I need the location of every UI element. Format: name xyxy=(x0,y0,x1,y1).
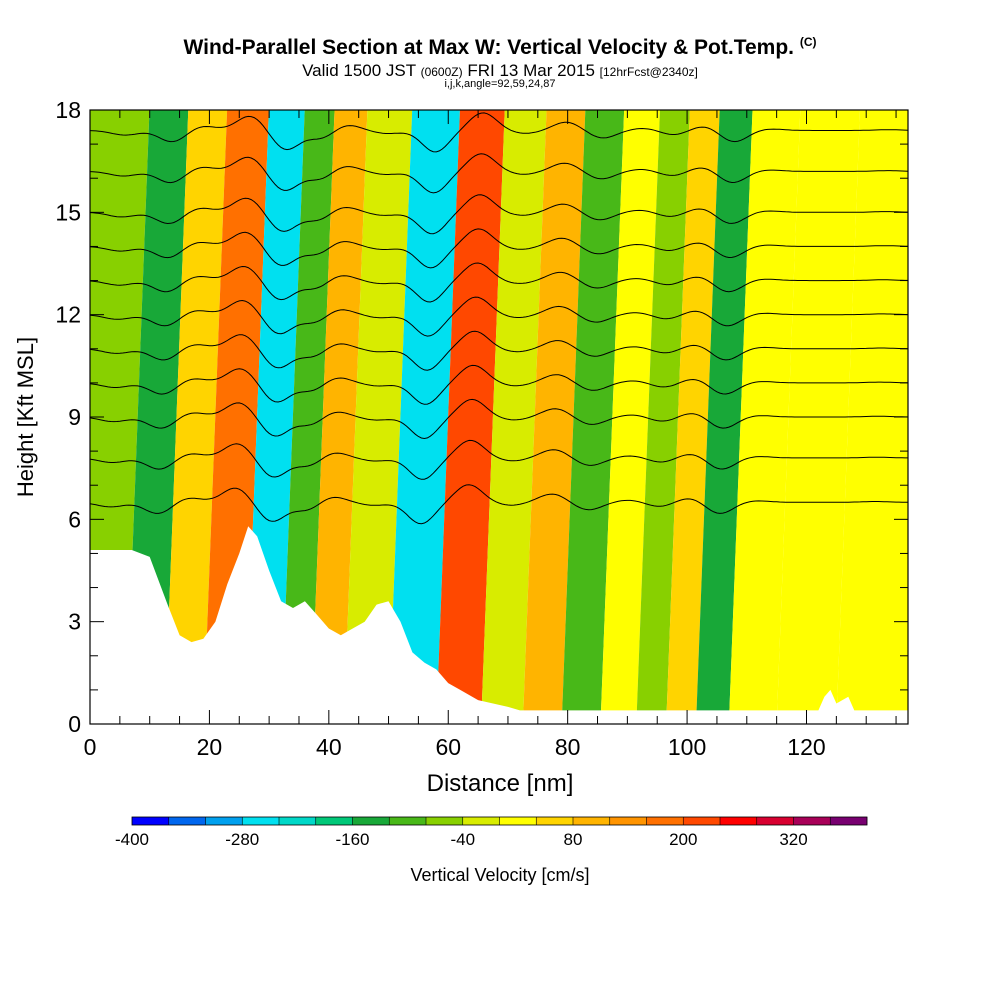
colorbar-swatch xyxy=(830,817,868,825)
colorbar-swatch xyxy=(132,817,170,825)
velocity-band xyxy=(636,110,690,724)
colorbar-swatch xyxy=(168,817,206,825)
valid-time: Valid 1500 JST (0600Z) FRI 13 Mar 2015 [… xyxy=(0,61,1000,81)
colorbar-tick-label: -400 xyxy=(115,830,149,849)
y-tick-label: 18 xyxy=(55,97,81,123)
colorbar-swatch xyxy=(683,817,721,825)
colorbar-swatch xyxy=(646,817,684,825)
valid-date: FRI 13 Mar 2015 xyxy=(467,61,595,80)
axes: 0 20 40 60 80 100 120 0 3 6 9 12 15 18 xyxy=(55,97,908,760)
colorbar-label: Vertical Velocity [cm/s] xyxy=(410,865,589,885)
theta-contour xyxy=(90,153,908,194)
potential-temperature-contours xyxy=(90,112,908,525)
velocity-band xyxy=(481,110,547,724)
theta-contour xyxy=(90,330,908,371)
velocity-band xyxy=(203,110,269,724)
theta-contour xyxy=(90,439,908,480)
colorbar-tick-label: 80 xyxy=(564,830,583,849)
y-tick-label: 12 xyxy=(55,302,81,328)
colorbar-tick-label: -40 xyxy=(450,830,475,849)
theta-contour xyxy=(90,112,908,153)
velocity-band xyxy=(343,110,413,724)
valid-prefix: Valid 1500 JST xyxy=(302,61,416,80)
y-tick-label: 0 xyxy=(68,711,81,737)
theta-contour xyxy=(90,228,908,269)
chart-title-tag: (C) xyxy=(799,35,817,49)
colorbar-tick-label: 320 xyxy=(779,830,807,849)
y-tick-label: 9 xyxy=(68,404,81,430)
colorbar-swatch xyxy=(536,817,574,825)
colorbar-swatch xyxy=(315,817,353,825)
x-tick-label: 0 xyxy=(84,734,97,760)
y-tick-label: 3 xyxy=(68,609,81,635)
colorbar-tick-label: -280 xyxy=(225,830,259,849)
velocity-band xyxy=(310,110,368,724)
x-tick-label: 20 xyxy=(197,734,223,760)
colorbar-swatch xyxy=(462,817,500,825)
colorbar-swatch xyxy=(205,817,243,825)
x-tick-label: 80 xyxy=(555,734,581,760)
chart-title: Wind-Parallel Section at Max W: Vertical… xyxy=(0,35,1000,60)
theta-contour xyxy=(90,194,908,235)
theta-contour xyxy=(90,262,908,303)
colorbar-swatch xyxy=(573,817,611,825)
grid-indices: i,j,k,angle=92,59,24,87 xyxy=(444,78,556,90)
colorbar-swatch xyxy=(793,817,831,825)
colorbar-swatch xyxy=(426,817,464,825)
colorbar-swatch xyxy=(609,817,647,825)
colorbar: -400 -280 -160 -40 80 200 320 xyxy=(115,816,868,849)
terrain-mask xyxy=(90,526,908,724)
velocity-band xyxy=(728,110,801,724)
valid-utc: (0600Z) xyxy=(420,65,463,79)
velocity-band xyxy=(561,110,625,724)
velocity-band xyxy=(696,110,753,724)
velocity-band xyxy=(836,110,908,724)
chart-title-text: Wind-Parallel Section at Max W: Vertical… xyxy=(183,36,794,59)
colorbar-swatch xyxy=(499,817,537,825)
x-tick-label: 100 xyxy=(668,734,706,760)
forecast-info: [12hrFcst@2340z] xyxy=(599,65,698,79)
colorbar-tick-label: 200 xyxy=(669,830,697,849)
velocity-band xyxy=(522,110,586,724)
theta-contour xyxy=(90,296,908,337)
colorbar-swatch xyxy=(720,817,758,825)
velocity-band xyxy=(600,110,660,724)
colorbar-swatch xyxy=(389,817,427,825)
velocity-band xyxy=(281,110,335,724)
velocity-band xyxy=(666,110,720,724)
x-tick-label: 120 xyxy=(787,734,825,760)
theta-contour xyxy=(90,484,908,525)
velocity-band xyxy=(436,110,505,724)
colorbar-swatch xyxy=(352,817,390,825)
y-tick-label: 6 xyxy=(68,506,81,532)
colorbar-swatch xyxy=(242,817,280,825)
x-axis-label: Distance [nm] xyxy=(427,770,574,797)
theta-contour xyxy=(90,398,908,440)
colorbar-swatch xyxy=(756,817,794,825)
colorbar-swatch xyxy=(279,817,317,825)
y-axis-label: Height [Kft MSL] xyxy=(13,337,38,497)
terrain-fill xyxy=(90,526,908,724)
theta-contour xyxy=(90,364,908,405)
y-tick-label: 15 xyxy=(55,199,81,225)
colorbar-tick-label: -160 xyxy=(335,830,369,849)
velocity-band xyxy=(388,110,460,724)
x-tick-label: 40 xyxy=(316,734,342,760)
x-tick-label: 60 xyxy=(435,734,461,760)
velocity-band xyxy=(164,110,228,724)
